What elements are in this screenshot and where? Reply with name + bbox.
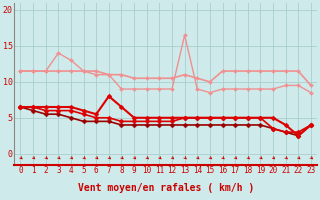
X-axis label: Vent moyen/en rafales ( km/h ): Vent moyen/en rafales ( km/h ) bbox=[77, 183, 254, 193]
